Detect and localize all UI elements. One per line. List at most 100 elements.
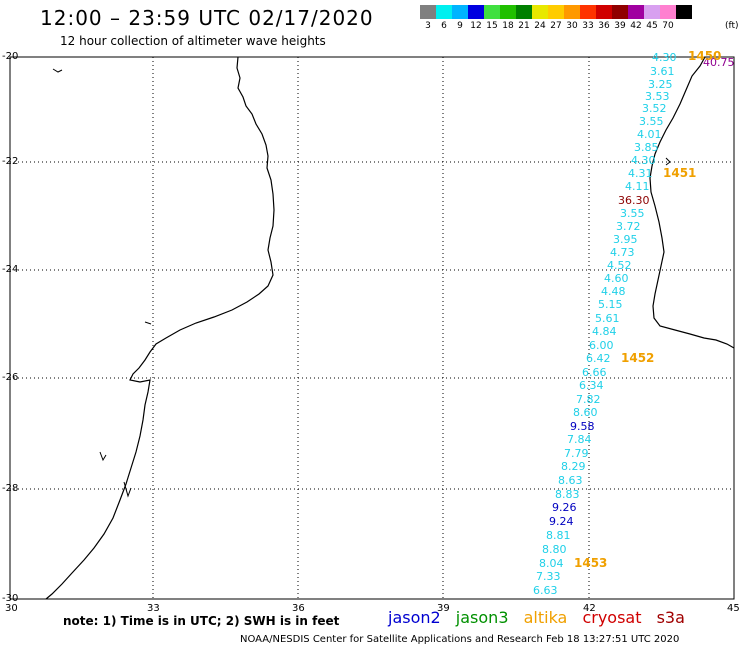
swh-observation: 40.75	[703, 56, 735, 69]
scale-label: 6	[441, 21, 447, 31]
swh-observation: 9.24	[549, 515, 574, 528]
satellite-legend: jason2 jason3 altika cryosat s3a	[388, 608, 695, 627]
lon-label: 36	[292, 603, 305, 614]
swh-observation: 7.82	[576, 393, 601, 406]
satellite-s3a: s3a	[656, 608, 685, 627]
scale-color-box	[420, 5, 436, 19]
pass-time-label: 1451	[663, 166, 697, 180]
scale-color-box	[628, 5, 644, 19]
swh-observation: 3.95	[613, 233, 638, 246]
coastline-islet	[52, 68, 63, 73]
swh-observation: 4.73	[610, 246, 635, 259]
lon-label: 33	[147, 603, 160, 614]
swh-observation: 4.30	[631, 154, 656, 167]
swh-observation: 7.33	[536, 570, 561, 583]
scale-swatch: 70	[660, 5, 676, 31]
pass-time-label: 1453	[574, 556, 608, 570]
scale-swatch: 36	[596, 5, 612, 31]
lat-lon-grid	[10, 57, 734, 599]
swh-observation: 3.25	[648, 78, 673, 91]
scale-color-box	[532, 5, 548, 19]
scale-color-box	[484, 5, 500, 19]
swh-observation: 6.42	[586, 352, 611, 365]
footer-credit: NOAA/NESDIS Center for Satellite Applica…	[240, 634, 680, 645]
scale-label: 70	[662, 21, 674, 31]
scale-color-box	[596, 5, 612, 19]
swh-observation: 5.15	[598, 298, 623, 311]
coastline-islet	[123, 481, 132, 498]
swh-observation: 4.11	[625, 180, 650, 193]
scale-label: 15	[486, 21, 498, 31]
lat-label: -22	[2, 156, 19, 167]
swh-observation: 8.29	[561, 460, 586, 473]
map-frame	[9, 56, 735, 600]
scale-label: 21	[518, 21, 530, 31]
lon-label: 42	[583, 603, 596, 614]
scale-label: 3	[425, 21, 431, 31]
scale-swatch: 42	[628, 5, 644, 31]
pass-time-label: 1450	[688, 49, 722, 63]
satellite-altika: altika	[523, 608, 568, 627]
scale-swatch: 18	[500, 5, 516, 31]
scale-color-box	[436, 5, 452, 19]
map-subtitle: 12 hour collection of altimeter wave hei…	[60, 34, 326, 48]
scale-color-box	[468, 5, 484, 19]
scale-swatch: 12	[468, 5, 484, 31]
scale-swatch: 9	[452, 5, 468, 31]
scale-color-box	[644, 5, 660, 19]
scale-color-box	[452, 5, 468, 19]
swh-observation: 4.30	[652, 51, 677, 64]
madagascar-coastline	[649, 56, 735, 349]
scale-swatch	[676, 5, 692, 31]
scale-label: 45	[646, 21, 658, 31]
scale-color-box	[612, 5, 628, 19]
scale-swatch: 6	[436, 5, 452, 31]
scale-label: 42	[630, 21, 642, 31]
swh-observation: 3.72	[616, 220, 641, 233]
lon-label: 39	[437, 603, 450, 614]
scale-label: 18	[502, 21, 514, 31]
scale-swatch: 39	[612, 5, 628, 31]
swh-observation: 8.80	[542, 543, 567, 556]
scale-color-box	[564, 5, 580, 19]
lat-label: -20	[2, 51, 19, 62]
scale-color-box	[660, 5, 676, 19]
swh-observation: 7.79	[564, 447, 589, 460]
swh-observation: 4.52	[607, 259, 632, 272]
swh-observation: 6.34	[579, 379, 604, 392]
satellite-cryosat: cryosat	[582, 608, 642, 627]
coastline-islet	[99, 451, 107, 462]
swh-observation: 8.04	[539, 557, 564, 570]
scale-label: 9	[457, 21, 463, 31]
scale-label: 12	[470, 21, 482, 31]
swh-observation: 4.48	[601, 285, 626, 298]
scale-color-box	[548, 5, 564, 19]
swh-observation: 8.81	[546, 529, 571, 542]
scale-swatch: 30	[564, 5, 580, 31]
scale-swatch: 21	[516, 5, 532, 31]
swh-observation: 4.60	[604, 272, 629, 285]
swh-observation: 3.52	[642, 102, 667, 115]
swh-observation: 9.58	[570, 420, 595, 433]
lat-label: -30	[2, 593, 19, 604]
scale-color-box	[580, 5, 596, 19]
swh-observation: 3.55	[639, 115, 664, 128]
swh-observation: 4.31	[628, 167, 653, 180]
africa-coastline	[45, 56, 275, 600]
lat-label: -28	[2, 483, 19, 494]
scale-label: 39	[614, 21, 626, 31]
scale-swatch: 3	[420, 5, 436, 31]
lon-label: 30	[5, 603, 18, 614]
coastline-islet	[665, 157, 671, 166]
map-title: 12:00 – 23:59 UTC 02/17/2020	[40, 6, 374, 30]
swh-observation: 3.85	[634, 141, 659, 154]
swh-observation: 36.30	[618, 194, 650, 207]
swh-observation: 6.63	[533, 584, 558, 597]
pass-time-label: 1452	[621, 351, 655, 365]
lon-label: 45	[727, 603, 740, 614]
scale-swatch: 15	[484, 5, 500, 31]
scale-label: 36	[598, 21, 610, 31]
swh-observation: 8.60	[573, 406, 598, 419]
swh-observation: 6.66	[582, 366, 607, 379]
